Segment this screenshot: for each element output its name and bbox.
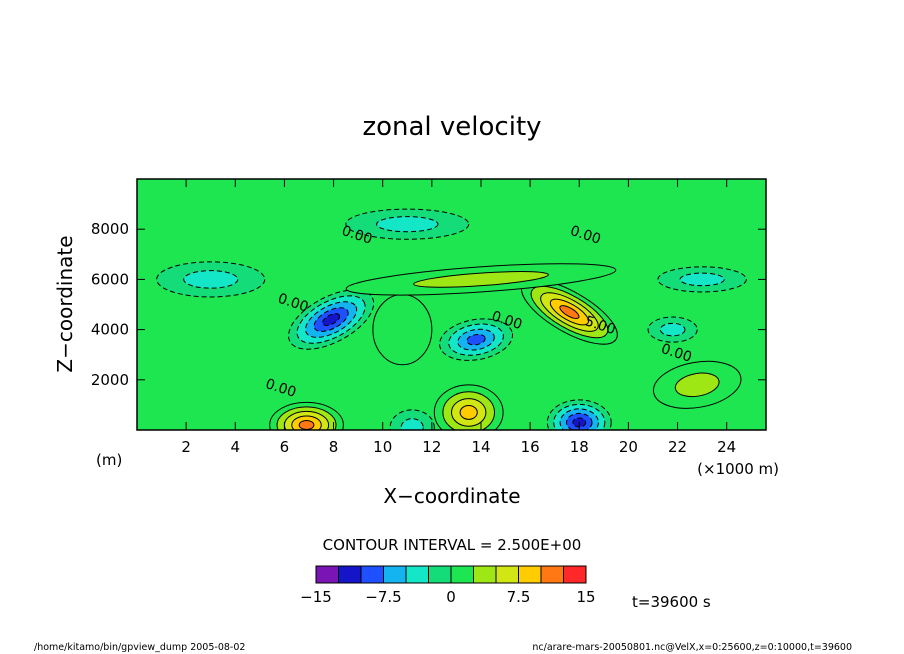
x-tick-label: 18 — [570, 438, 589, 456]
y-axis: 2000 4000 6000 8000 — [91, 220, 766, 389]
contour-band — [400, 418, 424, 430]
contour-band — [679, 272, 725, 287]
colorbar-swatch — [360, 565, 384, 584]
contour-feature — [372, 293, 433, 366]
contour-feature — [546, 399, 612, 430]
colorbar-swatch — [315, 565, 339, 584]
contour-feature — [389, 409, 435, 430]
x-tick-label: 14 — [471, 438, 490, 456]
contour-feature — [269, 401, 344, 430]
contour-feature — [345, 263, 617, 296]
chart-title: zonal velocity — [362, 112, 541, 142]
colorbar-swatch — [563, 565, 587, 584]
time-label: t=39600 s — [632, 593, 711, 611]
x-tick-label: 24 — [717, 438, 736, 456]
contour-band — [674, 372, 720, 398]
contour-feature — [345, 208, 470, 240]
colorbar-tick-label: 7.5 — [507, 588, 531, 606]
contour-band — [322, 313, 341, 326]
colorbar-swatch — [518, 565, 542, 584]
x-tick-label: 12 — [422, 438, 441, 456]
colorbar-swatch — [495, 565, 519, 584]
y-tick-label: 8000 — [91, 220, 129, 238]
contour-interval-label: CONTOUR INTERVAL = 2.500E+00 — [323, 536, 582, 554]
x-tick-label: 6 — [280, 438, 290, 456]
colorbar-tick-label: −15 — [300, 588, 332, 606]
contour-band — [298, 419, 315, 430]
x-tick-label: 16 — [521, 438, 540, 456]
contour-band — [183, 270, 239, 289]
colorbar-tick-label: 15 — [576, 588, 595, 606]
colorbar-tick-label: 0 — [446, 588, 456, 606]
x-tick-label: 4 — [231, 438, 241, 456]
colorbar-swatch — [405, 565, 429, 584]
contour-feature — [657, 266, 747, 293]
x-tick-label: 22 — [668, 438, 687, 456]
contour-band — [372, 293, 433, 366]
contour-band — [559, 305, 580, 319]
footer-left: /home/kitamo/bin/gpview_dump 2005-08-02 — [34, 642, 245, 653]
x-tick-label: 2 — [181, 438, 191, 456]
contour-feature — [647, 316, 698, 343]
contour-feature — [288, 289, 375, 350]
colorbar-swatch — [428, 565, 452, 584]
contour-band — [376, 216, 439, 233]
colorbar-swatch — [450, 565, 474, 584]
x-tick-label: 8 — [329, 438, 339, 456]
y-axis-label: Z−coordinate — [53, 235, 77, 372]
contour-feature — [521, 279, 618, 345]
colorbar-tick-label: −7.5 — [365, 588, 401, 606]
plot-frame — [136, 178, 767, 431]
contour-band — [466, 333, 486, 346]
y-tick-label: 2000 — [91, 371, 129, 389]
x-axis: 2 4 6 8 10 12 14 16 18 20 22 24 — [181, 179, 736, 456]
contour-field — [156, 208, 747, 430]
plot-area: 0.00 0.000.000.000.000.005.00 — [137, 179, 766, 430]
x-tick-label: 10 — [373, 438, 392, 456]
colorbar-swatch — [540, 565, 564, 584]
x-unit-label: (m) — [96, 451, 122, 469]
y-tick-label: 6000 — [91, 270, 129, 288]
colorbar-swatch — [473, 565, 497, 584]
contour-band — [659, 322, 686, 337]
colorbar: −15 −7.5 0 7.5 15 — [300, 565, 596, 606]
contour-band — [413, 271, 549, 288]
colorbar-swatch — [383, 565, 407, 584]
contour-feature — [156, 261, 266, 298]
footer-right: nc/arare-mars-20050801.nc@VelX,x=0:25600… — [532, 642, 852, 653]
contour-feature — [433, 384, 504, 430]
x-axis-label: X−coordinate — [383, 484, 520, 508]
x-scale-note: (×1000 m) — [697, 460, 779, 478]
contour-feature — [652, 360, 742, 409]
contour-feature — [439, 318, 514, 361]
colorbar-swatch — [338, 565, 362, 584]
y-tick-label: 4000 — [91, 321, 129, 339]
contour-band — [459, 405, 478, 420]
x-tick-label: 20 — [619, 438, 638, 456]
